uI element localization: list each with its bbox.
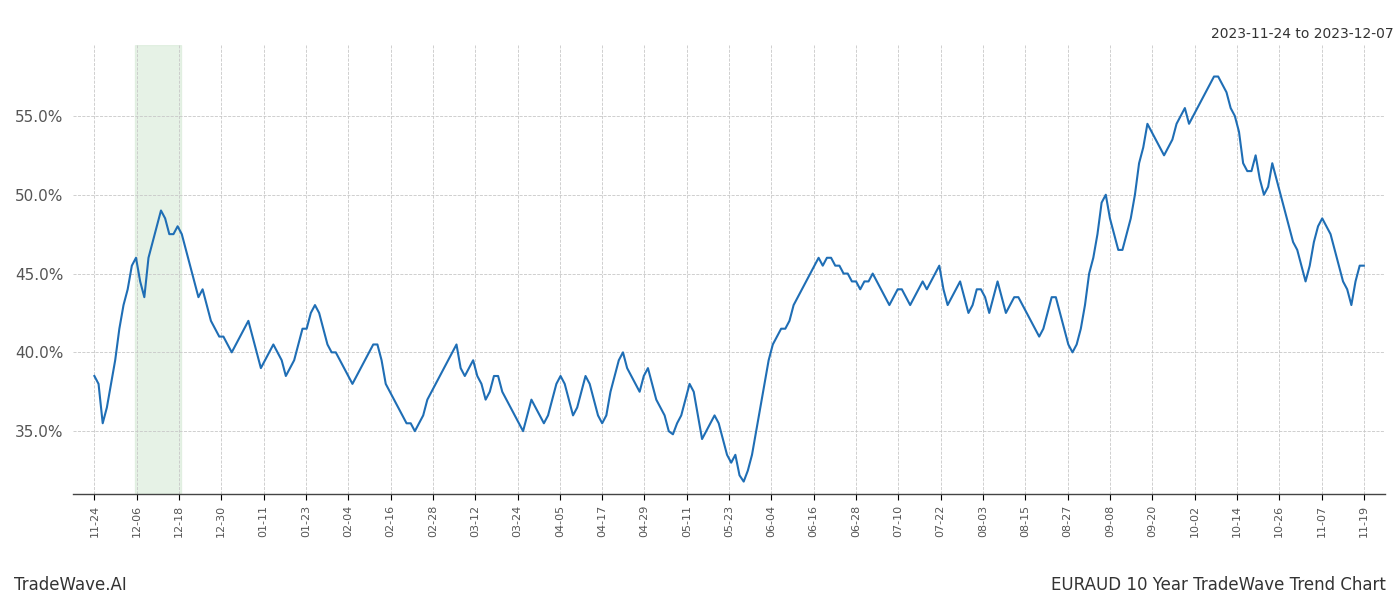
Text: 2023-11-24 to 2023-12-07: 2023-11-24 to 2023-12-07 <box>1211 27 1393 41</box>
Text: EURAUD 10 Year TradeWave Trend Chart: EURAUD 10 Year TradeWave Trend Chart <box>1051 576 1386 594</box>
Text: TradeWave.AI: TradeWave.AI <box>14 576 127 594</box>
Bar <box>134 45 181 494</box>
